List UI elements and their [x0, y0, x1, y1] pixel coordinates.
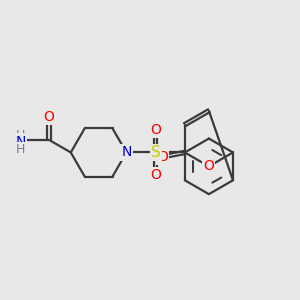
Text: O: O	[44, 110, 55, 124]
Text: S: S	[151, 145, 160, 160]
Text: O: O	[203, 159, 214, 173]
Text: N: N	[16, 135, 26, 148]
Text: O: O	[150, 168, 161, 182]
Text: N: N	[121, 146, 132, 160]
Text: O: O	[150, 123, 161, 137]
Text: H: H	[16, 142, 26, 156]
Text: O: O	[157, 150, 168, 164]
Text: H: H	[16, 128, 26, 142]
